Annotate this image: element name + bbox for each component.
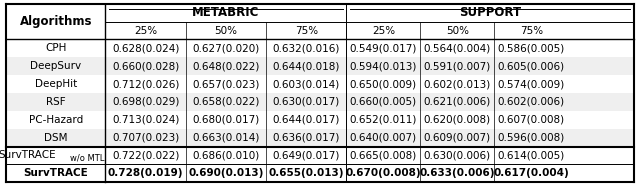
Text: 0.655(0.013): 0.655(0.013) [268, 168, 344, 178]
Text: 0.670(0.008): 0.670(0.008) [346, 168, 421, 178]
Text: 0.636(0.017): 0.636(0.017) [273, 133, 340, 143]
Bar [6, 111, 634, 129]
Text: 0.609(0.007): 0.609(0.007) [424, 133, 491, 143]
Text: 0.712(0.026): 0.712(0.026) [112, 79, 179, 89]
Text: w/o MTL: w/o MTL [70, 154, 104, 163]
Text: 0.649(0.017): 0.649(0.017) [273, 150, 340, 161]
Text: 0.657(0.023): 0.657(0.023) [192, 79, 260, 89]
Text: 0.633(0.006): 0.633(0.006) [420, 168, 495, 178]
Text: 0.596(0.008): 0.596(0.008) [498, 133, 565, 143]
Text: METABRIC: METABRIC [192, 6, 260, 19]
Text: 0.607(0.008): 0.607(0.008) [498, 115, 565, 125]
Text: 0.640(0.007): 0.640(0.007) [350, 133, 417, 143]
Text: 0.648(0.022): 0.648(0.022) [192, 61, 260, 71]
Text: 25%: 25% [372, 25, 395, 36]
Text: 0.652(0.011): 0.652(0.011) [349, 115, 417, 125]
Bar [6, 129, 634, 147]
Text: 0.713(0.024): 0.713(0.024) [112, 115, 179, 125]
Text: 0.707(0.023): 0.707(0.023) [112, 133, 179, 143]
Bar [6, 93, 634, 111]
Text: 0.680(0.017): 0.680(0.017) [192, 115, 260, 125]
Text: 0.660(0.005): 0.660(0.005) [350, 97, 417, 107]
Text: 0.627(0.020): 0.627(0.020) [192, 43, 260, 53]
Text: 0.728(0.019): 0.728(0.019) [108, 168, 184, 178]
Text: SurvTRACE: SurvTRACE [0, 150, 56, 161]
Text: 0.605(0.006): 0.605(0.006) [498, 61, 565, 71]
Text: 0.630(0.017): 0.630(0.017) [273, 97, 340, 107]
Text: 0.549(0.017): 0.549(0.017) [349, 43, 417, 53]
Text: 0.686(0.010): 0.686(0.010) [192, 150, 260, 161]
Text: SUPPORT: SUPPORT [459, 6, 521, 19]
Text: Algorithms: Algorithms [20, 15, 92, 28]
Text: 0.660(0.028): 0.660(0.028) [112, 61, 179, 71]
Text: 25%: 25% [134, 25, 157, 36]
Text: 0.663(0.014): 0.663(0.014) [192, 133, 260, 143]
Text: 0.602(0.006): 0.602(0.006) [498, 97, 565, 107]
Text: RSF: RSF [46, 97, 66, 107]
Text: 50%: 50% [446, 25, 469, 36]
Text: 0.617(0.004): 0.617(0.004) [493, 168, 569, 178]
Text: 0.574(0.009): 0.574(0.009) [498, 79, 565, 89]
Text: 0.632(0.016): 0.632(0.016) [273, 43, 340, 53]
Text: 0.630(0.006): 0.630(0.006) [424, 150, 491, 161]
Bar [6, 75, 634, 93]
Text: CPH: CPH [45, 43, 67, 53]
Text: 0.644(0.017): 0.644(0.017) [273, 115, 340, 125]
Text: SurvTRACE: SurvTRACE [24, 168, 88, 178]
Text: PC-Hazard: PC-Hazard [29, 115, 83, 125]
Text: 0.698(0.029): 0.698(0.029) [112, 97, 179, 107]
Text: 0.614(0.005): 0.614(0.005) [498, 150, 565, 161]
Text: 0.602(0.013): 0.602(0.013) [424, 79, 491, 89]
Text: 0.591(0.007): 0.591(0.007) [424, 61, 491, 71]
Text: 0.644(0.018): 0.644(0.018) [273, 61, 340, 71]
Text: 0.564(0.004): 0.564(0.004) [424, 43, 491, 53]
Bar [6, 57, 634, 75]
Text: 0.621(0.006): 0.621(0.006) [424, 97, 491, 107]
Text: 0.628(0.024): 0.628(0.024) [112, 43, 179, 53]
Text: 0.665(0.008): 0.665(0.008) [349, 150, 417, 161]
Text: 0.603(0.014): 0.603(0.014) [273, 79, 340, 89]
Text: 75%: 75% [294, 25, 318, 36]
Text: 0.650(0.009): 0.650(0.009) [350, 79, 417, 89]
Text: 75%: 75% [520, 25, 543, 36]
Bar [6, 39, 634, 57]
Text: 0.722(0.022): 0.722(0.022) [112, 150, 179, 161]
Text: DeepHit: DeepHit [35, 79, 77, 89]
Text: 0.620(0.008): 0.620(0.008) [424, 115, 491, 125]
Text: DSM: DSM [44, 133, 68, 143]
Text: 0.690(0.013): 0.690(0.013) [188, 168, 264, 178]
Text: 0.658(0.022): 0.658(0.022) [192, 97, 260, 107]
Text: 0.586(0.005): 0.586(0.005) [498, 43, 565, 53]
Text: 0.594(0.013): 0.594(0.013) [349, 61, 417, 71]
Text: 50%: 50% [214, 25, 237, 36]
Text: DeepSurv: DeepSurv [30, 61, 81, 71]
